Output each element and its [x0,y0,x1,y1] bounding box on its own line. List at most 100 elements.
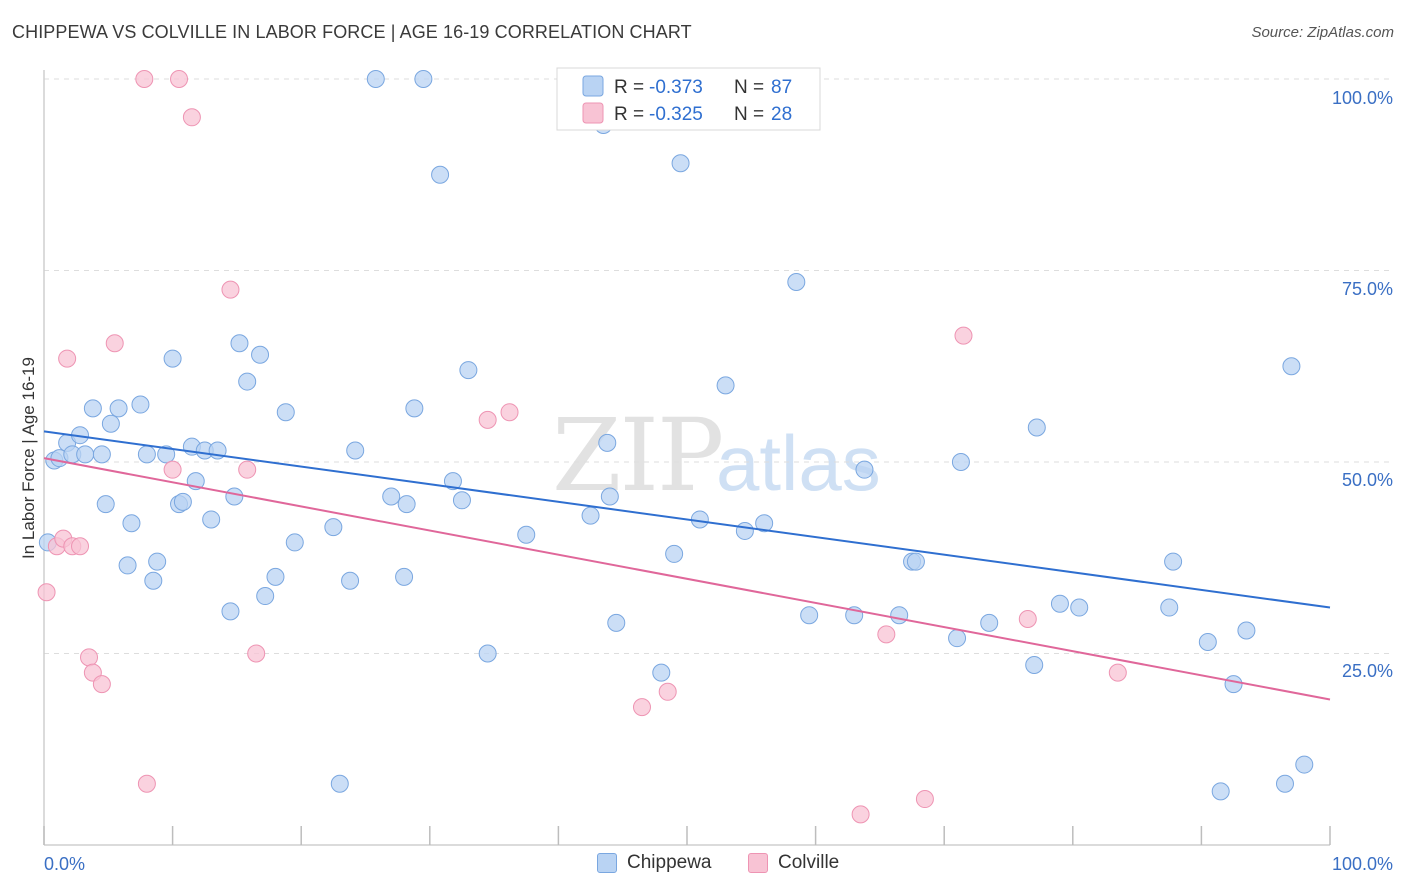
chippewa-point [1025,655,1044,674]
legend-item-chippewa: Chippewa [597,852,712,874]
legend-n-value-chippewa: 87 [771,77,792,98]
chippewa-point [890,606,909,625]
correlation-legend: R = -0.373 N = 87 R = -0.325 N = 28 [556,67,821,131]
chippewa-point [1160,598,1179,617]
chippewa-point [431,165,450,184]
legend-swatch-colville-bottom [748,853,768,873]
legend-swatch-chippewa [582,75,604,97]
trend-lines [43,430,1331,701]
chippewa-point [478,644,497,663]
chippewa-point [276,403,295,422]
chippewa-point [256,587,275,606]
colville-point [478,410,497,429]
chippewa-point [414,70,433,88]
chippewa-point [144,571,163,590]
chippewa-point [716,376,735,395]
legend-r-value-chippewa: -0.373 [649,77,703,98]
colville-point [1108,663,1127,682]
chippewa-point [131,395,150,414]
colville-point [170,70,189,88]
chippewa-point [1164,552,1183,571]
chippewa-point [173,492,192,511]
colville-point [92,675,111,694]
chippewa-point [459,361,478,380]
chart-title: CHIPPEWA VS COLVILLE IN LABOR FORCE | AG… [12,22,692,42]
chippewa-trend-line [43,430,1331,609]
chippewa-point [324,518,343,537]
svg-text:ZIP: ZIP [552,397,722,514]
chippewa-point [787,272,806,291]
legend-r-value-colville: -0.325 [649,104,703,125]
chippewa-point [346,441,365,460]
chippewa-point [76,445,95,464]
colville-point [658,682,677,701]
colville-point [137,774,156,793]
chippewa-point [157,445,176,464]
colville-point [221,280,240,299]
chippewa-point [671,154,690,173]
chippewa-point [607,613,626,632]
legend-r-label-colville: R = [614,104,644,125]
legend-item-colville: Colville [748,852,839,874]
chippewa-point [948,629,967,648]
chippewa-point [330,774,349,793]
chippewa-point [652,663,671,682]
x-tick-label-0: 0.0% [44,854,85,874]
chippewa-point [395,567,414,586]
colville-point [37,583,56,602]
chippewa-point [980,613,999,632]
chippewa-point [225,487,244,506]
chippewa-point [1295,755,1314,774]
chippewa-point [800,606,819,625]
colville-point [632,698,651,717]
chippewa-point [148,552,167,571]
legend-r-label-chippewa: R = [614,77,644,98]
legend-n-value-colville: 28 [771,104,792,125]
colville-point [105,334,124,353]
svg-text:atlas: atlas [716,419,881,507]
y-axis-label: In Labor Force | Age 16-19 [19,357,38,559]
chippewa-point [1275,774,1294,793]
legend-swatch-colville [582,102,604,124]
colville-points [37,70,1127,824]
chippewa-point [1070,598,1089,617]
chippewa-point [251,345,270,364]
colville-point [500,403,519,422]
series-legend: Chippewa Colville [0,852,1406,878]
chippewa-point [221,602,240,621]
colville-point [877,625,896,644]
chippewa-point [855,460,874,479]
chippewa-point [1027,418,1046,437]
chart-source: Source: ZipAtlas.com [1251,24,1394,41]
chippewa-point [600,487,619,506]
chippewa-point [1050,594,1069,613]
legend-label-chippewa: Chippewa [627,852,712,873]
chippewa-point [83,399,102,418]
chippewa-point [1224,675,1243,694]
chippewa-point [109,399,128,418]
chippewa-points [38,70,1314,801]
chippewa-point [452,491,471,510]
x-axis-ticks [43,826,1331,845]
colville-point [71,537,90,556]
chippewa-point [581,506,600,525]
colville-trend-line [43,457,1331,701]
colville-point [182,108,201,127]
chippewa-point [122,514,141,533]
chippewa-point [906,552,925,571]
y-tick-label-100: 100.0% [1332,88,1393,108]
chippewa-point [137,445,156,464]
chippewa-point [118,556,137,575]
chippewa-point [443,472,462,491]
chippewa-point [1198,633,1217,652]
legend-n-label-chippewa: N = [734,77,764,98]
chippewa-point [517,525,536,544]
chippewa-point [382,487,401,506]
chippewa-point [238,372,257,391]
chippewa-point [266,567,285,586]
legend-label-colville: Colville [778,852,840,873]
legend-n-label-colville: N = [734,104,764,125]
chippewa-point [405,399,424,418]
colville-point [80,648,99,667]
chippewa-point [366,70,385,88]
